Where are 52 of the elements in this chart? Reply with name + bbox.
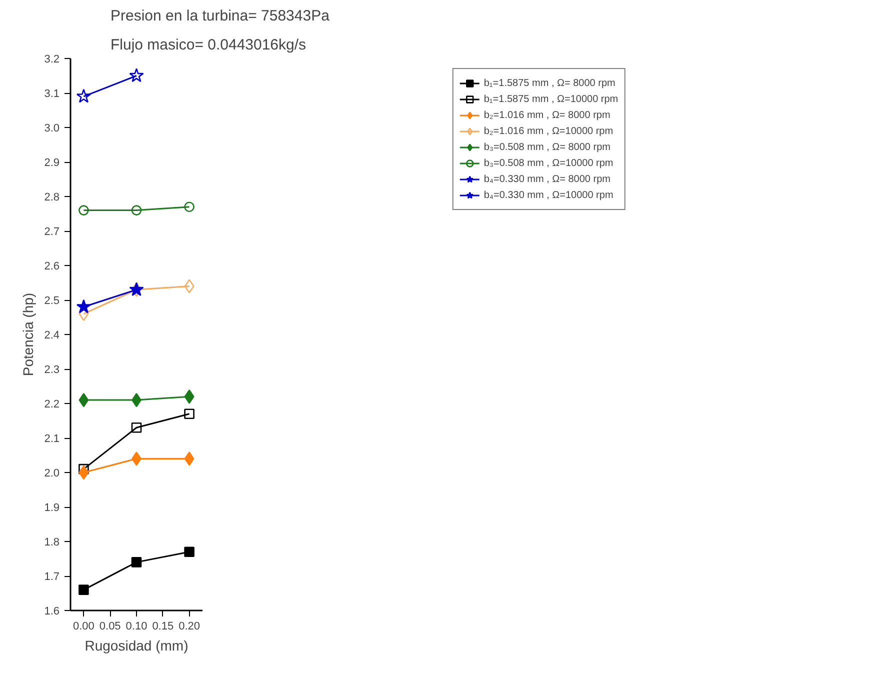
y-tick-label: 1.7 — [44, 571, 60, 583]
y-tick-label: 1.6 — [44, 606, 60, 618]
y-tick-label: 3.2 — [44, 54, 60, 66]
x-tick-label: 0.05 — [99, 620, 121, 632]
point — [129, 282, 144, 296]
y-tick-label: 2.7 — [44, 226, 60, 238]
legend-label: b₃=0.508 mm , Ω=10000 rpm — [484, 156, 614, 170]
y-tick-label: 2.8 — [44, 192, 60, 204]
point — [76, 299, 92, 314]
point — [78, 464, 89, 474]
x-tick-label: 0.10 — [126, 620, 148, 632]
point — [78, 392, 89, 408]
point — [131, 557, 142, 568]
point — [184, 202, 194, 212]
y-tick-label: 1.8 — [44, 536, 60, 548]
y-axis-title: Potencia (hp) — [20, 292, 36, 376]
chart-title: Presion en la turbina= 758343Pa — [110, 8, 330, 24]
point — [184, 452, 194, 466]
legend-label: b₁=1.5875 mm , Ω= 8000 rpm — [484, 76, 616, 90]
point — [131, 205, 142, 216]
y-tick-label: 2.5 — [44, 295, 60, 307]
legend-label: b₂=1.016 mm , Ω=10000 rpm — [484, 124, 614, 138]
x-tick-label: 0.20 — [178, 620, 200, 632]
legend-label: b₄=0.330 mm , Ω= 8000 rpm — [484, 172, 610, 186]
y-tick-label: 1.9 — [44, 502, 60, 514]
legend-label: b₂=1.016 mm , Ω= 8000 rpm — [484, 108, 610, 122]
y-tick-label: 2.4 — [44, 330, 60, 342]
legend-label: b₃=0.508 mm , Ω= 8000 rpm — [484, 140, 610, 154]
point — [184, 279, 194, 294]
x-tick-label: 0.15 — [152, 620, 174, 632]
y-tick-label: 3.0 — [44, 122, 60, 134]
y-tick-label: 2.2 — [44, 398, 60, 410]
y-tick-label: 2.6 — [44, 260, 60, 272]
x-axis-title: Rugosidad (mm) — [84, 638, 188, 654]
point — [184, 408, 194, 419]
point — [78, 465, 89, 480]
point — [78, 205, 89, 216]
x-tick-label: 0.00 — [72, 620, 94, 632]
y-tick-label: 3.1 — [44, 88, 60, 100]
point — [184, 546, 194, 557]
y-tick-label: 2.3 — [44, 364, 60, 376]
point — [129, 68, 144, 82]
y-tick-label: 2.9 — [44, 157, 60, 169]
chart-subtitle: Flujo masico= 0.0443016kg/s — [110, 36, 306, 54]
point — [78, 584, 89, 595]
legend-label: b₁=1.5875 mm , Ω=10000 rpm — [484, 92, 618, 106]
y-tick-label: 2.1 — [44, 433, 60, 445]
y-tick-label: 2.0 — [44, 468, 60, 480]
point — [76, 88, 92, 103]
point — [184, 389, 194, 404]
legend-label: b₄=0.330 mm , Ω=10000 rpm — [484, 188, 614, 202]
point — [131, 422, 142, 433]
